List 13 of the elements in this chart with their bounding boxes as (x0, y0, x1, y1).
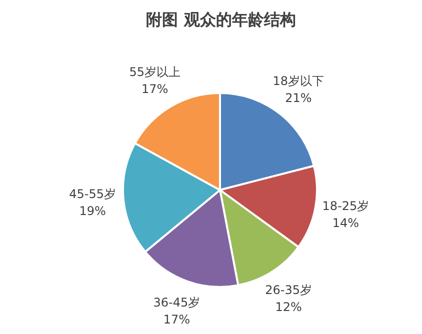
slice-label: 36-45岁 (153, 295, 200, 310)
chart-title: 附图 观众的年龄结构 (146, 10, 296, 29)
data-label: 21% (285, 90, 312, 105)
slice-label: 45-55岁 (69, 187, 116, 202)
data-label: 19% (79, 204, 106, 218)
slice-label: 18-25岁 (322, 198, 370, 213)
data-label: 14% (332, 216, 360, 230)
slice-label: 55岁以上 (129, 64, 180, 79)
slice-label: 26-35岁 (265, 283, 312, 298)
data-label: 17% (142, 82, 168, 96)
data-label: 17% (163, 312, 190, 326)
data-label: 12% (275, 300, 302, 314)
slice-label: 18岁以下 (272, 74, 324, 88)
